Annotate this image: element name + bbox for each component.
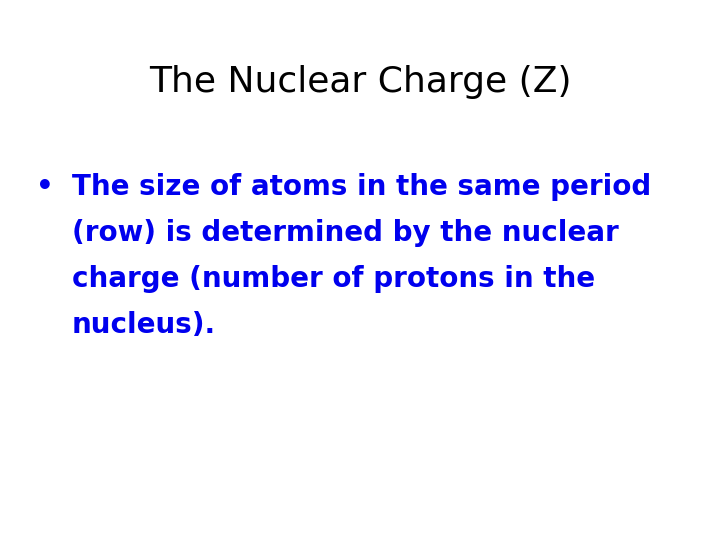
Text: nucleus).: nucleus). <box>72 310 216 339</box>
Text: The size of atoms in the same period: The size of atoms in the same period <box>72 173 652 201</box>
Text: charge (number of protons in the: charge (number of protons in the <box>72 265 595 293</box>
Text: The Nuclear Charge (Z): The Nuclear Charge (Z) <box>149 65 571 99</box>
Text: (row) is determined by the nuclear: (row) is determined by the nuclear <box>72 219 618 247</box>
Text: •: • <box>36 173 54 201</box>
